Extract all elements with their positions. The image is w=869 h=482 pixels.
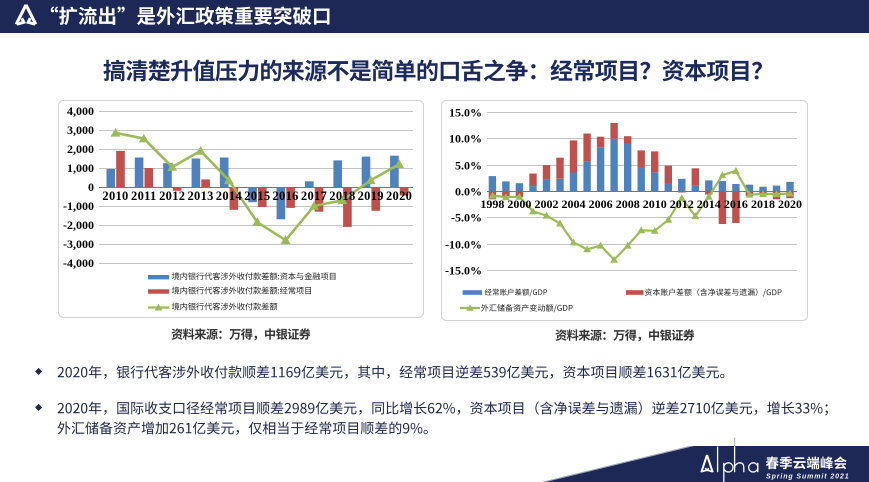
svg-text:1998: 1998 [480, 197, 504, 211]
svg-text:2010: 2010 [102, 189, 128, 203]
svg-text:-3,000: -3,000 [63, 237, 94, 251]
svg-text:2014: 2014 [697, 197, 721, 211]
svg-text:4,000: 4,000 [67, 104, 94, 118]
svg-text:-4,000: -4,000 [63, 256, 94, 270]
svg-text:2,000: 2,000 [67, 142, 94, 156]
svg-text:15.0%: 15.0% [449, 106, 482, 120]
svg-text:2004: 2004 [562, 197, 586, 211]
svg-text:-5.0%: -5.0% [451, 211, 482, 225]
svg-text:2015: 2015 [244, 189, 270, 203]
svg-text:2018: 2018 [751, 197, 775, 211]
svg-text:Spring Summit 2021: Spring Summit 2021 [766, 474, 850, 481]
svg-text:2010: 2010 [643, 197, 667, 211]
svg-text:0: 0 [88, 180, 94, 194]
svg-text:2002: 2002 [535, 197, 559, 211]
svg-text:10.0%: 10.0% [449, 132, 482, 146]
svg-text:2014: 2014 [216, 189, 243, 203]
svg-text:2019: 2019 [358, 189, 384, 203]
svg-text:2006: 2006 [589, 197, 613, 211]
svg-text:2016: 2016 [724, 197, 748, 211]
svg-text:2012: 2012 [159, 189, 185, 203]
svg-text:2011: 2011 [131, 189, 157, 203]
svg-text:3,000: 3,000 [67, 123, 94, 137]
svg-text:-10.0%: -10.0% [445, 238, 482, 252]
svg-text:2018: 2018 [329, 189, 355, 203]
svg-text:2000: 2000 [507, 197, 531, 211]
svg-text:5.0%: 5.0% [455, 159, 482, 173]
svg-text:-2,000: -2,000 [63, 218, 94, 232]
svg-text:-15.0%: -15.0% [445, 264, 482, 278]
svg-text:0.0%: 0.0% [455, 185, 482, 199]
svg-text:2013: 2013 [187, 189, 213, 203]
svg-text:2008: 2008 [616, 197, 640, 211]
svg-text:2020: 2020 [778, 197, 802, 211]
svg-text:-1,000: -1,000 [63, 199, 94, 213]
svg-text:2017: 2017 [301, 189, 327, 203]
svg-text:1,000: 1,000 [67, 161, 94, 175]
svg-text:2020: 2020 [386, 189, 412, 203]
svg-text:2012: 2012 [670, 197, 694, 211]
svg-text:2016: 2016 [272, 189, 298, 203]
